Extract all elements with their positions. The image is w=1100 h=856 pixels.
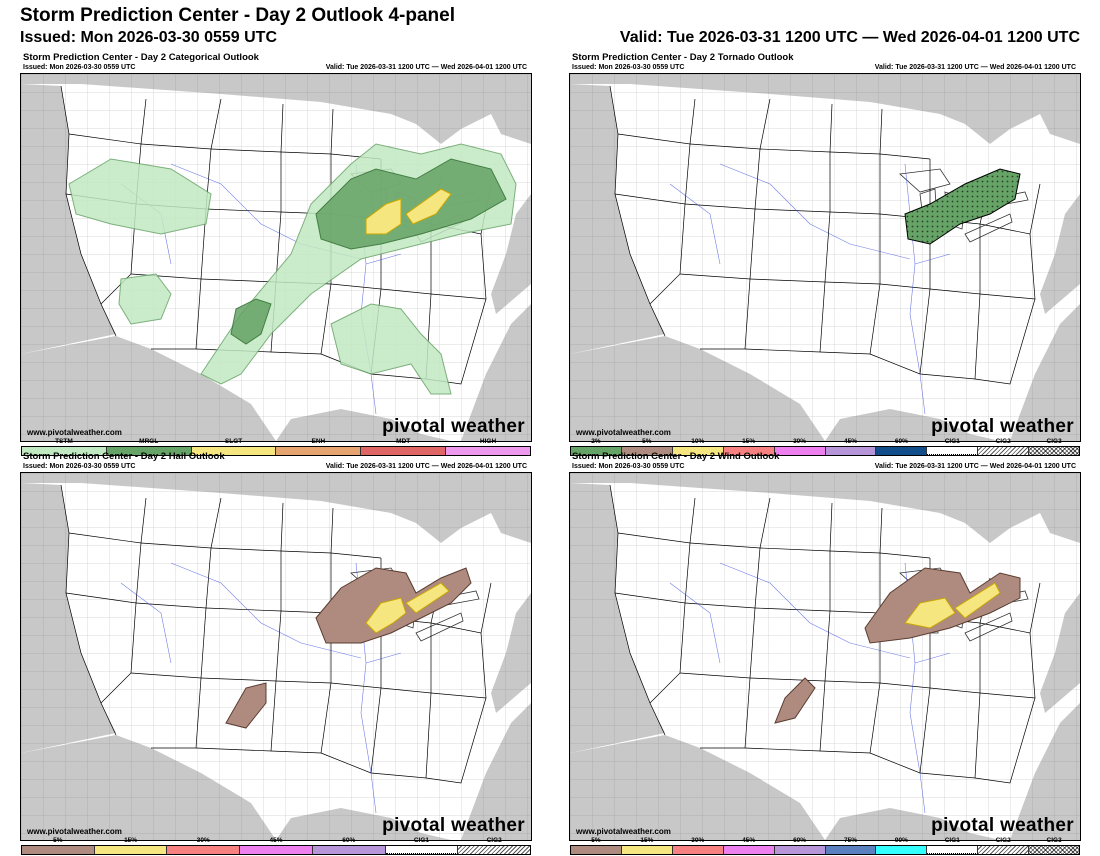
- legend-tstm: TSTM: [22, 438, 107, 455]
- categorical-legend: TSTM MRGL SLGT ENH MDT HIGH: [21, 438, 531, 456]
- legend-5pct: 5%: [571, 837, 622, 854]
- legend-cig3: CIG3: [1029, 438, 1080, 455]
- legend-30pct: 30%: [774, 438, 826, 455]
- legend-75pct: 75%: [825, 837, 877, 854]
- brand-logo: pivotal weather: [382, 815, 525, 836]
- legend-45pct: 45%: [240, 837, 313, 854]
- hail-15pct-area: [365, 582, 450, 634]
- brand-logo: pivotal weather: [382, 416, 525, 437]
- legend-mdt: MDT: [361, 438, 447, 455]
- panel-issued: Issued: Mon 2026-03-30 0559 UTC: [572, 463, 685, 470]
- hail-legend: 5% 15% 30% 45% 60% CIG1 CIG2: [21, 837, 531, 855]
- tornado-panel: Storm Prediction Center - Day 2 Tornado …: [568, 52, 1081, 457]
- legend-45pct: 45%: [825, 438, 877, 455]
- mrgl-area: [230, 158, 507, 345]
- site-url[interactable]: www.pivotalweather.com: [27, 428, 122, 437]
- panel-valid: Valid: Tue 2026-03-31 1200 UTC — Wed 202…: [874, 463, 1076, 470]
- slgt-area: [365, 188, 452, 235]
- legend-cig2: CIG2: [978, 438, 1030, 455]
- tornado-legend: 2% 5% 10% 15% 30% 45% 60% CIG1 CIG2 CIG3: [570, 438, 1080, 456]
- legend-10pct: 10%: [672, 438, 724, 455]
- hail-map[interactable]: www.pivotalweather.com pivotal weather: [20, 472, 532, 841]
- panel-valid: Valid: Tue 2026-03-31 1200 UTC — Wed 202…: [325, 463, 527, 470]
- legend-15pct: 15%: [723, 438, 775, 455]
- tornado-map[interactable]: www.pivotalweather.com pivotal weather: [569, 73, 1081, 442]
- wind-panel: Storm Prediction Center - Day 2 Wind Out…: [568, 451, 1081, 856]
- panel-issued: Issued: Mon 2026-03-30 0559 UTC: [23, 64, 136, 71]
- header-issued: Issued: Mon 2026-03-30 0559 UTC: [20, 29, 277, 46]
- site-url[interactable]: www.pivotalweather.com: [576, 428, 671, 437]
- legend-30pct: 30%: [672, 837, 724, 854]
- legend-cig2: CIG2: [978, 837, 1030, 854]
- wind-legend: 5% 15% 30% 45% 60% 75% 90% CIG1 CIG2 CIG…: [570, 837, 1080, 855]
- panel-valid: Valid: Tue 2026-03-31 1200 UTC — Wed 202…: [874, 64, 1076, 71]
- hail-panel: Storm Prediction Center - Day 2 Hail Out…: [19, 451, 532, 856]
- wind-map[interactable]: www.pivotalweather.com pivotal weather: [569, 472, 1081, 841]
- legend-90pct: 90%: [876, 837, 928, 854]
- legend-15pct: 15%: [621, 837, 673, 854]
- brand-logo: pivotal weather: [931, 416, 1074, 437]
- legend-2pct: 2%: [571, 438, 622, 455]
- wind-15pct-area: [904, 582, 1001, 629]
- legend-cig1: CIG1: [385, 837, 459, 854]
- panel-issued: Issued: Mon 2026-03-30 0559 UTC: [23, 463, 136, 470]
- categorical-panel: Storm Prediction Center - Day 2 Categori…: [19, 52, 532, 457]
- legend-5pct: 5%: [621, 438, 673, 455]
- legend-high: HIGH: [446, 438, 530, 455]
- legend-cig3: CIG3: [1029, 837, 1080, 854]
- legend-5pct: 5%: [22, 837, 95, 854]
- legend-cig1: CIG1: [927, 837, 979, 854]
- panel-title: Storm Prediction Center - Day 2 Tornado …: [572, 52, 794, 63]
- legend-slgt: SLGT: [191, 438, 277, 455]
- legend-cig1: CIG1: [927, 438, 979, 455]
- panel-title: Storm Prediction Center - Day 2 Wind Out…: [572, 451, 780, 462]
- legend-60pct: 60%: [312, 837, 386, 854]
- tornado-2pct-area: [904, 168, 1021, 245]
- panel-issued: Issued: Mon 2026-03-30 0559 UTC: [572, 64, 685, 71]
- site-url[interactable]: www.pivotalweather.com: [27, 827, 122, 836]
- legend-30pct: 30%: [167, 837, 241, 854]
- site-url[interactable]: www.pivotalweather.com: [576, 827, 671, 836]
- panel-title: Storm Prediction Center - Day 2 Categori…: [23, 52, 259, 63]
- header-title: Storm Prediction Center - Day 2 Outlook …: [20, 5, 455, 26]
- panel-valid: Valid: Tue 2026-03-31 1200 UTC — Wed 202…: [325, 64, 527, 71]
- header-valid: Valid: Tue 2026-03-31 1200 UTC — Wed 202…: [619, 29, 1080, 46]
- brand-logo: pivotal weather: [931, 815, 1074, 836]
- legend-mrgl: MRGL: [106, 438, 192, 455]
- legend-cig2: CIG2: [458, 837, 531, 854]
- legend-45pct: 45%: [723, 837, 775, 854]
- legend-60pct: 60%: [774, 837, 826, 854]
- legend-60pct: 60%: [876, 438, 928, 455]
- legend-enh: ENH: [276, 438, 362, 455]
- legend-15pct: 15%: [94, 837, 168, 854]
- panel-title: Storm Prediction Center - Day 2 Hail Out…: [23, 451, 225, 462]
- categorical-map[interactable]: www.pivotalweather.com pivotal weather: [20, 73, 532, 442]
